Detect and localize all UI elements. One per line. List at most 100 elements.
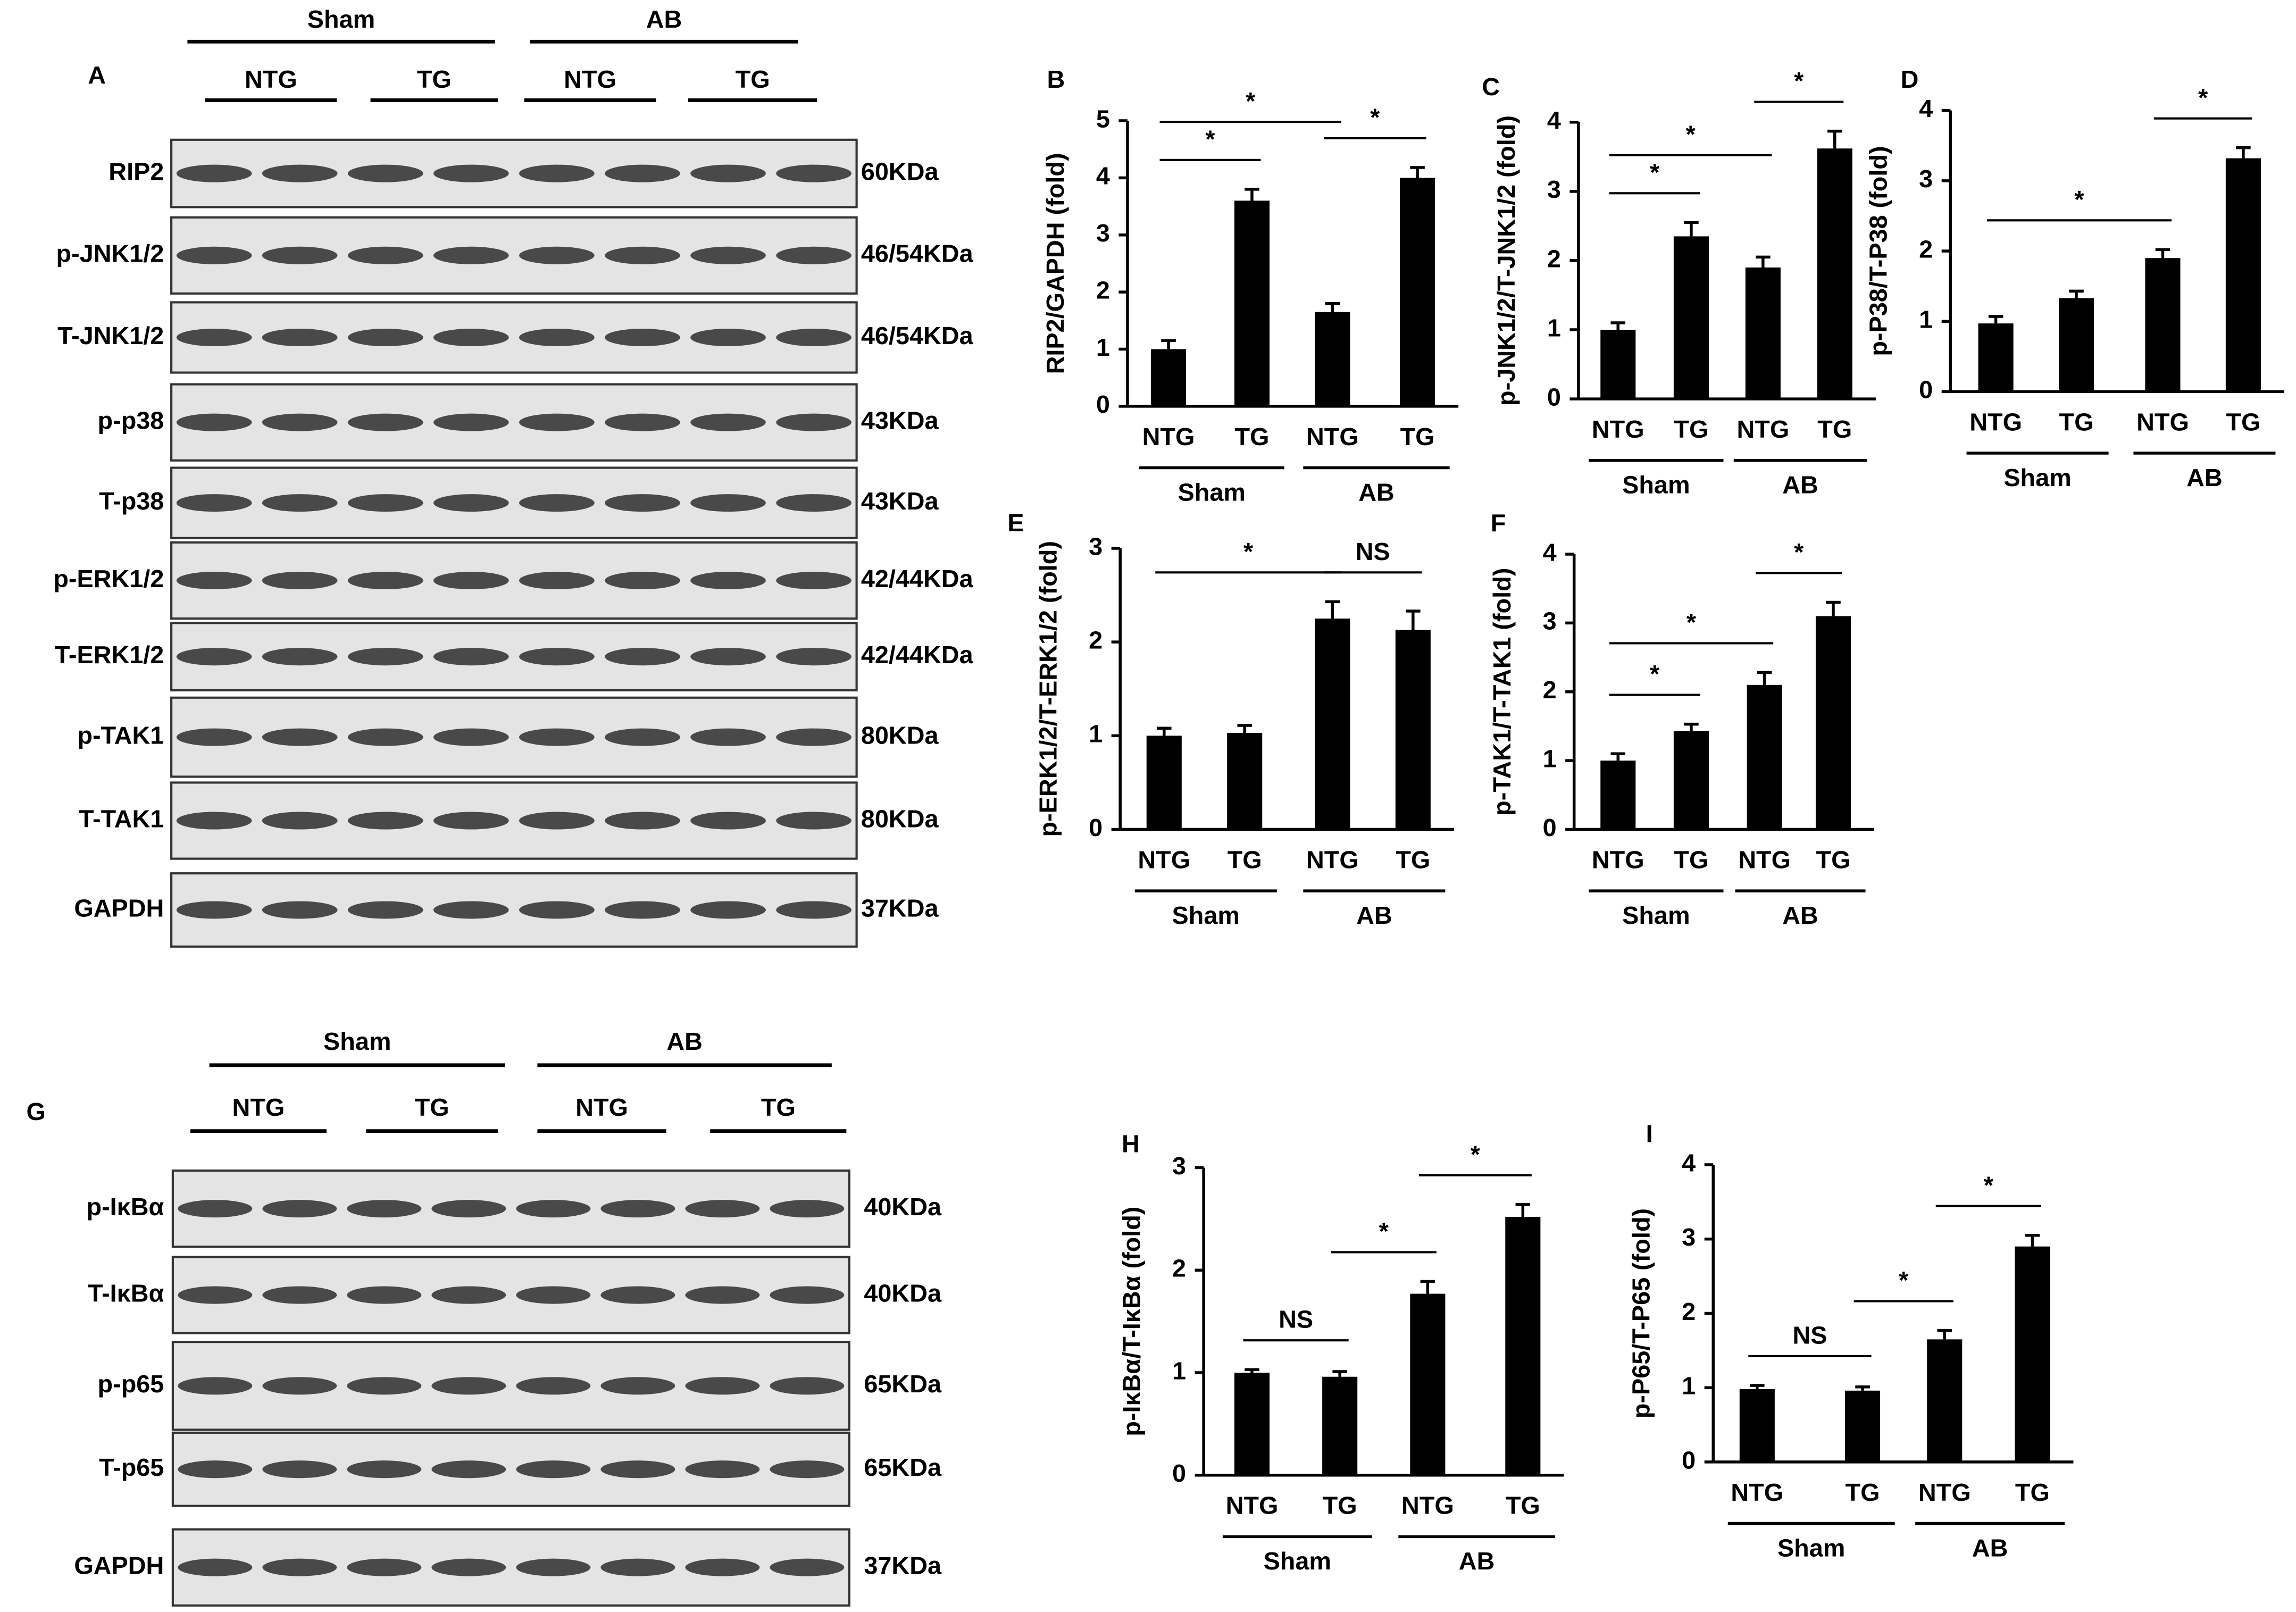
x-tick-label: TG xyxy=(1506,1492,1540,1519)
blot-band xyxy=(178,1286,253,1304)
x-tick-label: TG xyxy=(1846,1479,1880,1506)
blot-band xyxy=(690,812,766,830)
blot-band xyxy=(685,1286,760,1304)
blot-band xyxy=(519,164,595,182)
significance-label: * xyxy=(1686,608,1697,636)
protein-label: RIP2 xyxy=(108,157,164,185)
x-tick-label: TG xyxy=(1816,846,1850,873)
significance-label: * xyxy=(2198,83,2208,111)
size-label: 40KDa xyxy=(864,1193,942,1221)
x-tick-label: TG xyxy=(1396,846,1430,873)
bar xyxy=(1151,349,1187,406)
blot-band xyxy=(262,494,338,512)
blot-band xyxy=(690,648,766,666)
y-tick-label: 2 xyxy=(1089,627,1103,654)
y-tick-label: 3 xyxy=(1543,607,1557,635)
subgroup-label: TG xyxy=(415,1093,449,1121)
blot-band xyxy=(262,328,338,346)
blot-band xyxy=(685,1200,760,1218)
blot-band xyxy=(347,1200,422,1218)
y-tick-label: 3 xyxy=(1089,532,1103,560)
bar xyxy=(2015,1246,2050,1462)
blot-band xyxy=(431,1286,506,1304)
panel-letter: D xyxy=(1901,65,1919,93)
blot-band xyxy=(776,328,851,346)
blot-band xyxy=(347,812,423,830)
y-tick-label: 4 xyxy=(1919,95,1933,122)
x-tick-label: TG xyxy=(1400,423,1435,450)
blot-band xyxy=(347,648,423,666)
blot-band xyxy=(776,164,851,182)
size-label: 80KDa xyxy=(861,721,939,749)
blot-band xyxy=(605,164,680,182)
panel-letter: H xyxy=(1122,1130,1140,1158)
blot-band xyxy=(600,1286,675,1304)
y-tick-label: 0 xyxy=(1089,814,1103,841)
group-label: AB xyxy=(646,5,682,33)
blot-band xyxy=(776,494,851,512)
blot-band xyxy=(262,1558,337,1576)
size-label: 65KDa xyxy=(864,1454,942,1481)
y-axis-label: p-P65/T-P65 (fold) xyxy=(1627,1208,1655,1418)
blot-band xyxy=(770,1377,845,1395)
protein-label: GAPDH xyxy=(74,1552,164,1580)
significance-label: NS xyxy=(1356,538,1390,565)
blot-band xyxy=(776,648,851,666)
bar xyxy=(1234,201,1270,406)
blot-band xyxy=(262,812,338,830)
y-tick-label: 2 xyxy=(1682,1298,1696,1325)
panel-letter: E xyxy=(1007,509,1024,537)
blot-band xyxy=(178,1377,253,1395)
blot-band xyxy=(690,328,766,346)
significance-label: * xyxy=(1685,120,1696,148)
protein-label: p-p65 xyxy=(98,1370,164,1398)
group-label: Sham xyxy=(1178,478,1246,506)
blot-band xyxy=(176,648,252,666)
protein-label: p-ERK1/2 xyxy=(53,565,164,592)
protein-label: p-IκBα xyxy=(87,1193,164,1221)
blot-band xyxy=(690,728,766,746)
significance-label: NS xyxy=(1279,1306,1313,1333)
error-bar xyxy=(1161,339,1176,349)
protein-label: T-ERK1/2 xyxy=(55,641,164,669)
blot-band xyxy=(176,164,252,182)
bar xyxy=(1673,731,1709,830)
blot-band xyxy=(605,571,680,590)
protein-label: p-TAK1 xyxy=(77,721,164,749)
blot-band xyxy=(776,901,851,919)
bar xyxy=(2225,158,2261,392)
blot-band xyxy=(685,1558,760,1576)
significance-label: * xyxy=(2074,186,2084,213)
blot-band xyxy=(433,571,509,590)
y-tick-label: 3 xyxy=(1172,1152,1186,1180)
size-label: 43KDa xyxy=(861,407,939,435)
error-bar xyxy=(1610,752,1626,761)
bar xyxy=(1322,1376,1358,1475)
size-label: 37KDa xyxy=(861,894,939,922)
y-tick-label: 1 xyxy=(1547,314,1561,341)
bar xyxy=(2058,298,2094,392)
significance-label: * xyxy=(1471,1140,1481,1168)
error-bar xyxy=(1325,600,1340,619)
blot-band xyxy=(516,1286,591,1304)
bar xyxy=(1845,1390,1881,1462)
blot-band xyxy=(776,571,851,590)
y-axis-label: p-P38/T-P38 (fold) xyxy=(1864,146,1892,356)
x-tick-label: NTG xyxy=(1592,415,1644,443)
y-axis-label: RIP2/GAPDH (fold) xyxy=(1041,153,1069,374)
x-tick-label: TG xyxy=(1228,846,1262,873)
blot-band xyxy=(176,901,252,919)
x-tick-label: NTG xyxy=(1969,408,2022,436)
blot-band xyxy=(433,728,509,746)
blot-band xyxy=(605,728,680,746)
size-label: 40KDa xyxy=(864,1279,942,1307)
y-tick-label: 3 xyxy=(1682,1223,1696,1251)
error-bar xyxy=(1332,1370,1347,1377)
error-bar xyxy=(2069,289,2084,298)
x-tick-label: TG xyxy=(1234,423,1269,450)
blot-band xyxy=(178,1558,253,1576)
x-tick-label: TG xyxy=(1323,1492,1357,1519)
blot-band xyxy=(516,1377,591,1395)
size-label: 42/44KDa xyxy=(861,641,974,669)
blot-band xyxy=(519,571,595,590)
